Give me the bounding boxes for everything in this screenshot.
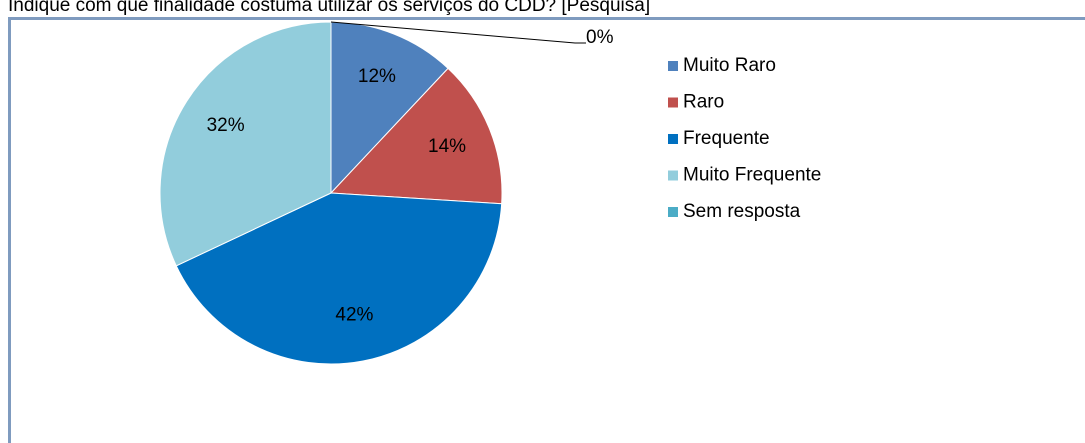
legend-swatch	[668, 97, 678, 108]
legend-swatch	[668, 170, 678, 181]
pie-slice	[175, 192, 503, 365]
pie-slice	[329, 67, 503, 205]
chart-title: Indique com que finalidade costuma utili…	[8, 0, 650, 16]
legend-label: Sem resposta	[683, 201, 801, 222]
data-label: 12%	[358, 66, 396, 87]
pie-slice	[159, 21, 332, 267]
legend-label: Muito Raro	[683, 55, 776, 76]
data-label: 14%	[428, 136, 466, 157]
legend-swatch	[668, 207, 678, 217]
data-label: 0%	[586, 27, 614, 48]
legend-label: Frequente	[683, 128, 770, 149]
legend-swatch	[668, 61, 678, 71]
legend-swatch	[668, 134, 678, 144]
legend-label: Raro	[683, 92, 724, 113]
data-label: 32%	[207, 115, 245, 136]
legend-label: Muito Frequente	[683, 165, 821, 186]
data-label: 42%	[335, 305, 373, 326]
leader-line	[330, 21, 586, 44]
